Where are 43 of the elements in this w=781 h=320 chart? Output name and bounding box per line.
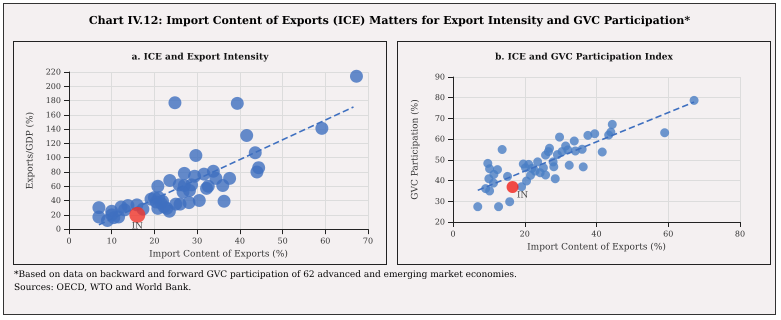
y-tick-label: 140 (46, 124, 61, 134)
y-axis-title: GVC Participation (%) (410, 99, 420, 200)
text: *Based on data on backward and forward GVC participation of 62 advanced and emerging market economies. (14, 269, 517, 282)
y-tick-label: 60 (50, 182, 61, 191)
x-tick-label: 40 (591, 230, 602, 238)
y-tick-label: 120 (46, 138, 61, 148)
y-tick-label: 80 (434, 93, 445, 102)
x-axis-title: Import Content of Exports (%) (527, 242, 666, 252)
x-tick-label: 40 (234, 236, 245, 246)
chart-title: a. ICE and Export Intensity (132, 52, 270, 62)
y-tick-label: 80 (50, 167, 61, 176)
x-tick-label: 50 (277, 236, 288, 246)
series-label: IN (516, 190, 528, 200)
x-tick-label: 20 (149, 236, 160, 246)
chart-title: b. ICE and GVC Participation Index (495, 52, 674, 62)
source-note: Sources: OECD, WTO and World Bank. (14, 282, 192, 295)
y-tick-label: 40 (434, 176, 445, 186)
y-axis-title: Exports/GDP (%) (25, 112, 36, 190)
y-tick-label: 90 (434, 72, 445, 82)
y-tick-label: 20 (434, 218, 445, 226)
x-tick-label: 0 (66, 236, 72, 246)
y-tick-label: 160 (46, 110, 61, 120)
x-tick-label: 60 (320, 236, 330, 246)
series-label: IN (132, 221, 144, 232)
x-tick-label: 0 (450, 230, 456, 238)
y-tick-label: 50 (434, 155, 445, 164)
y-tick-label: 220 (46, 68, 61, 76)
x-tick-label: 10 (106, 236, 117, 246)
x-tick-label: 20 (520, 230, 530, 238)
y-tick-label: 200 (46, 82, 61, 91)
text: Chart IV.12: Import Content of Exports (ICE) Matters for Export Intensity and GVC Participation* (88, 14, 692, 27)
y-tick-label: 60 (434, 134, 445, 144)
y-tick-label: 70 (434, 114, 445, 123)
y-tick-label: 30 (434, 196, 445, 206)
y-tick-label: 20 (50, 210, 61, 220)
y-tick-label: 180 (46, 96, 61, 106)
x-axis-title: Import Content of Exports (%) (149, 250, 288, 260)
x-tick-label: 30 (192, 236, 202, 246)
y-tick-label: 40 (50, 196, 61, 206)
y-tick-label: 100 (46, 153, 61, 162)
x-tick-label: 70 (362, 236, 374, 246)
x-tick-label: 80 (734, 230, 746, 238)
x-tick-label: 60 (663, 230, 674, 238)
